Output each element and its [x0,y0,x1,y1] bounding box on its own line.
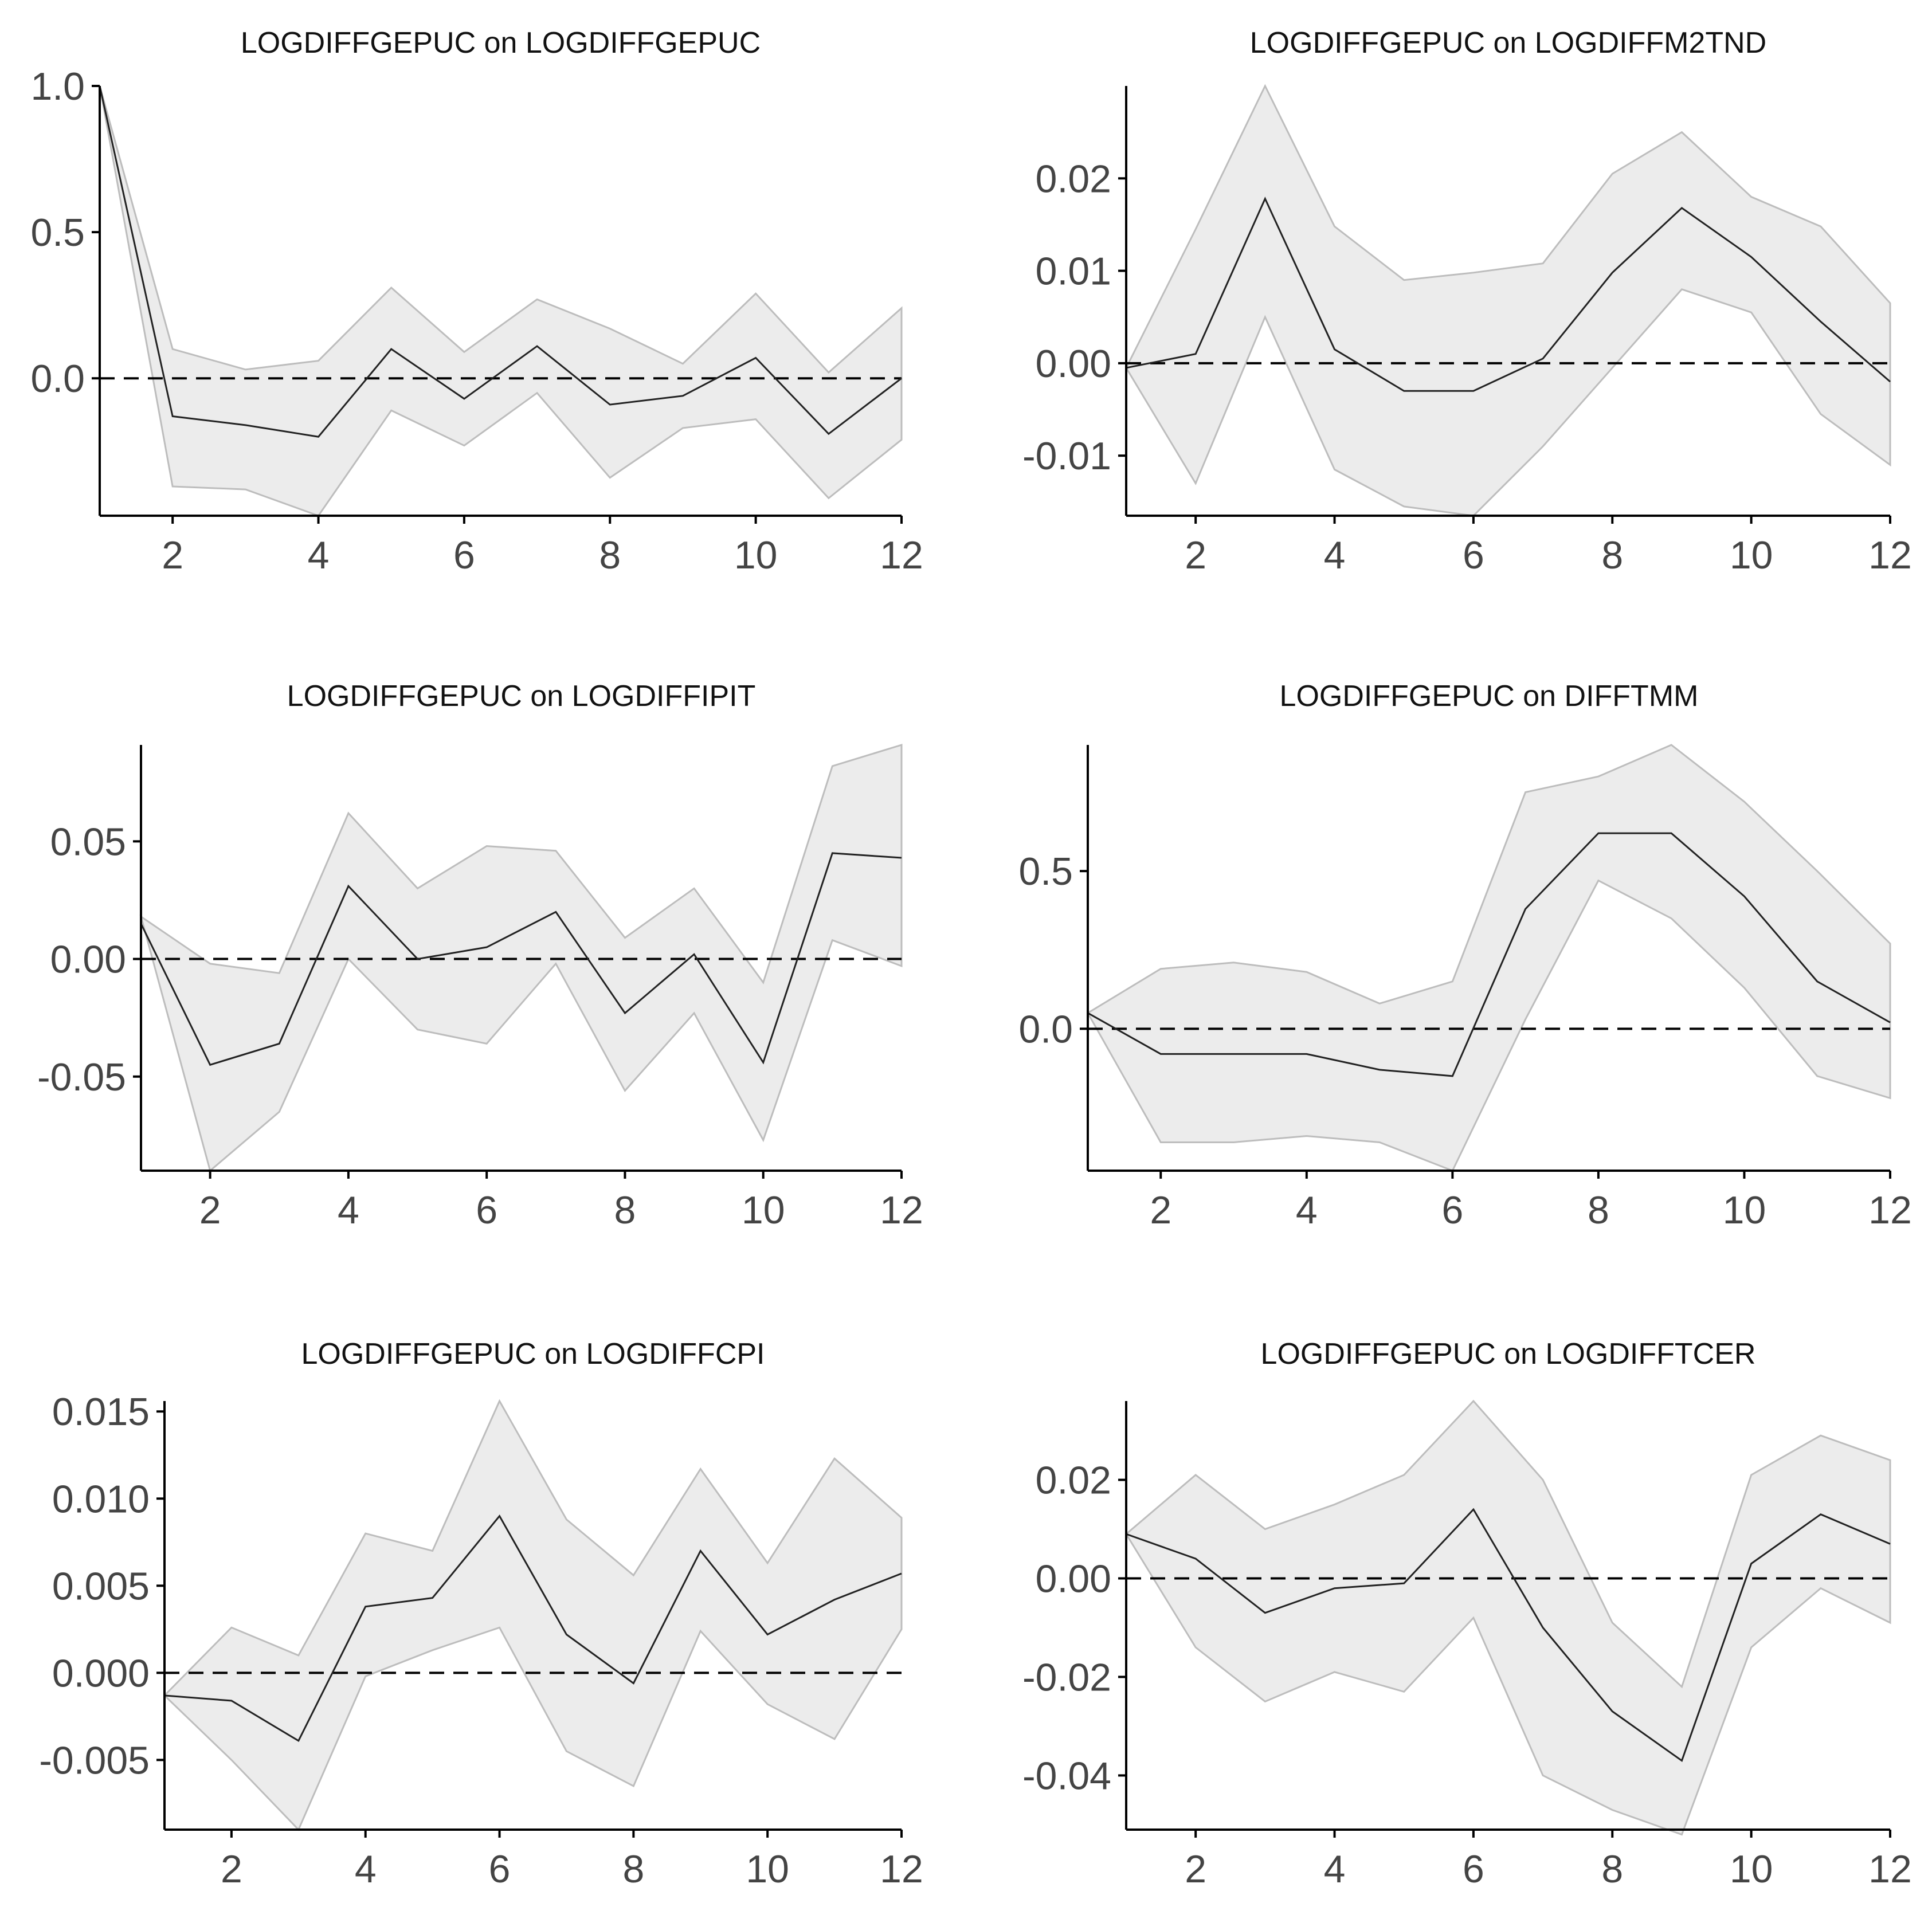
x-tick-label: 10 [1730,1847,1773,1891]
x-tick-label: 8 [599,533,621,577]
confidence-band [1125,84,1891,517]
panel-title: LOGDIFFGEPUC on LOGDIFFTCER [1261,1337,1756,1371]
x-tick-label: 2 [1185,533,1206,577]
x-tick-label: 6 [476,1188,497,1232]
y-tick-label: 0.00 [1036,1557,1111,1601]
x-tick-label: 4 [1324,533,1346,577]
y-tick-label: -0.02 [1022,1655,1111,1699]
x-tick-label: 12 [1868,1847,1912,1891]
panel-title: LOGDIFFGEPUC on LOGDIFFGEPUC [241,26,761,60]
y-tick-label: 0.02 [1036,157,1111,201]
irf-panel: 2 4 6 8 10 12 0.05 0.00 -0.05 LOGDIFFGEPUC on LOG… [37,680,923,1232]
x-tick-label: 12 [1868,533,1912,577]
y-tick-label: 0.015 [52,1390,150,1434]
y-tick-label: 0.5 [1018,850,1073,893]
x-tick-label: 10 [742,1188,785,1232]
y-tick-label: 0.00 [1036,342,1111,386]
x-tick-label: 2 [162,533,183,577]
x-tick-label: 6 [453,533,475,577]
impulse-response-line [1087,832,1891,1077]
x-tick-label: 4 [1296,1188,1318,1232]
x-tick-label: 12 [880,1188,923,1232]
impulse-response-line [99,85,902,438]
y-tick-label: 0.01 [1036,250,1111,293]
x-tick-label: 12 [880,1847,923,1891]
x-tick-label: 12 [880,533,923,577]
x-tick-label: 10 [1723,1188,1766,1232]
irf-panel: 2 4 6 8 10 12 1.0 0.5 0.0 LOGDIFFGEPUC on LOGDIFF… [30,26,923,577]
panel-title: LOGDIFFGEPUC on LOGDIFFIPIT [287,680,756,713]
x-tick-label: 2 [221,1847,242,1891]
confidence-band [1125,1399,1891,1836]
x-tick-label: 10 [734,533,778,577]
panel-title: LOGDIFFGEPUC on DIFFTMM [1280,680,1699,713]
y-tick-label: -0.01 [1022,434,1111,478]
x-tick-label: 4 [355,1847,377,1891]
x-tick-label: 4 [1324,1847,1346,1891]
x-tick-label: 6 [1463,1847,1484,1891]
impulse-response-line [1126,197,1891,392]
irf-panel: 2 4 6 8 10 12 0.02 0.01 0.00 -0.01 LOGDIFFGEPUC on… [1022,26,1912,577]
confidence-band [1086,744,1891,1172]
impulse-response-line [140,852,902,1066]
x-tick-label: 2 [199,1188,221,1232]
x-tick-label: 6 [1463,533,1484,577]
x-tick-label: 4 [338,1188,359,1232]
y-tick-label: 0.5 [30,211,85,254]
panel-title: LOGDIFFGEPUC on LOGDIFFCPI [301,1337,765,1371]
x-tick-label: 8 [1601,1847,1623,1891]
x-tick-label: 12 [1868,1188,1912,1232]
impulse-response-line [1126,1508,1891,1763]
x-tick-label: 2 [1150,1188,1171,1232]
panel-title: LOGDIFFGEPUC on LOGDIFFM2TND [1250,26,1766,60]
irf-panel: 2 4 6 8 10 12 0.5 0.0 LOGDIFFGEPUC on DIFFTMM [1018,680,1911,1232]
x-tick-label: 8 [1588,1188,1609,1232]
y-tick-label: -0.04 [1022,1754,1111,1798]
y-tick-label: -0.005 [39,1739,150,1782]
y-tick-label: 0.010 [52,1477,150,1521]
y-tick-label: 0.00 [50,938,126,982]
irf-panel: 2 4 6 8 10 12 0.015 0.010 0.005 0.000 -0.005 LOGDIF… [39,1337,923,1891]
y-tick-label: 0.000 [52,1651,150,1695]
irf-panel: 2 4 6 8 10 12 0.02 0.00 -0.02 -0.04 LOGDIFFGEPUC o… [1022,1337,1912,1891]
y-tick-label: 0.0 [30,357,85,401]
x-tick-label: 10 [746,1847,789,1891]
x-tick-label: 10 [1730,533,1773,577]
y-tick-label: 0.0 [1018,1007,1073,1051]
y-tick-label: 1.0 [30,65,85,108]
impulse-response-line [164,1514,902,1743]
x-tick-label: 2 [1185,1847,1206,1891]
y-tick-label: -0.05 [37,1055,126,1099]
confidence-band [139,743,903,1172]
y-tick-label: 0.02 [1036,1459,1111,1502]
confidence-band [163,1399,903,1831]
x-tick-label: 6 [489,1847,511,1891]
x-tick-label: 8 [622,1847,644,1891]
x-tick-label: 6 [1441,1188,1463,1232]
confidence-band [99,85,903,517]
x-tick-label: 8 [614,1188,636,1232]
x-tick-label: 4 [308,533,330,577]
x-tick-label: 8 [1601,533,1623,577]
y-tick-label: 0.005 [52,1564,150,1608]
y-tick-label: 0.05 [50,820,126,864]
